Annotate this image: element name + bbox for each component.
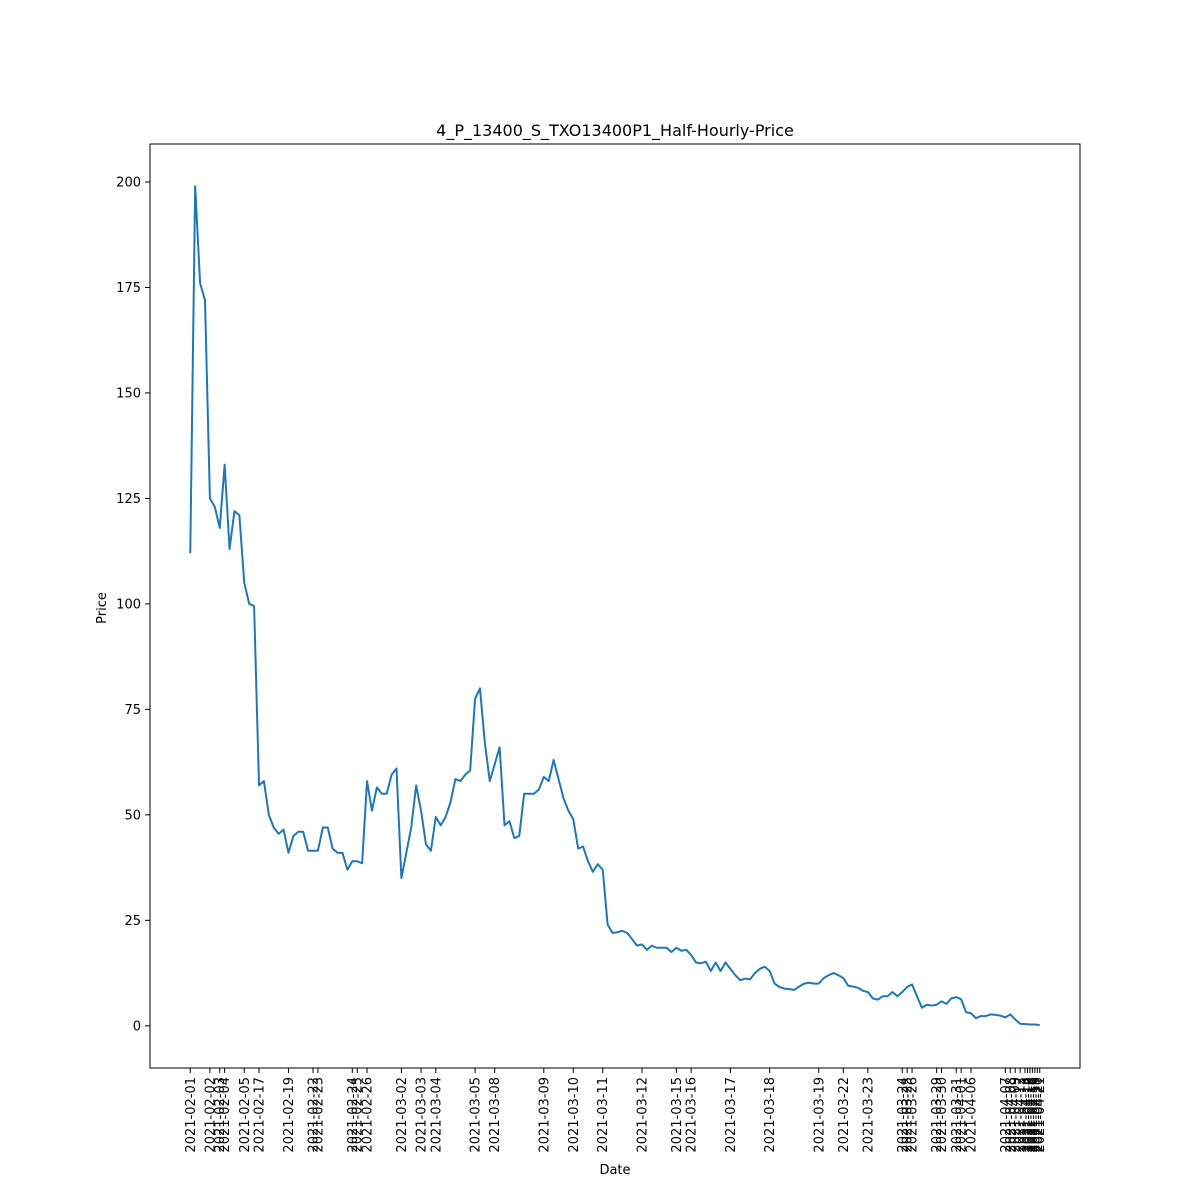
y-tick-label: 150 <box>116 386 141 401</box>
x-tick-label: 2021-02-03 <box>213 1077 228 1153</box>
y-tick-label: 25 <box>124 914 141 929</box>
x-tick-label: 2021-03-08 <box>488 1077 503 1153</box>
y-tick-label: 100 <box>116 597 141 612</box>
x-tick-label: 2021-04-14 <box>1021 1077 1036 1153</box>
y-tick-label: 75 <box>124 703 141 718</box>
x-tick-label: 2021-04-16 <box>1026 1077 1041 1153</box>
x-tick-label: 2021-04-08 <box>1004 1077 1019 1153</box>
y-tick-label: 50 <box>124 808 141 823</box>
y-tick-label: 125 <box>116 492 141 507</box>
x-tick-label: 2021-03-26 <box>906 1077 921 1153</box>
x-tick-label: 2021-02-02 <box>203 1077 218 1153</box>
x-tick-label: 2021-03-23 <box>861 1077 876 1153</box>
plot-frame <box>149 143 1081 1069</box>
x-axis-label: Date <box>599 1163 630 1178</box>
x-tick-label: 2021-04-12 <box>1014 1077 1029 1153</box>
x-tick-label: 2021-04-21 <box>1033 1077 1048 1153</box>
x-tick-label: 2021-03-05 <box>469 1077 484 1153</box>
y-tick-label: 200 <box>116 175 141 190</box>
x-tick-label: 2021-02-01 <box>184 1077 199 1153</box>
x-tick-label: 2021-03-24 <box>896 1077 911 1153</box>
x-tick-label: 2021-02-19 <box>282 1077 297 1153</box>
y-axis-label: Price <box>95 592 110 624</box>
x-tick-label: 2021-04-15 <box>1023 1077 1038 1153</box>
y-tick-label: 0 <box>133 1019 141 1034</box>
x-tick-label: 2021-04-19 <box>1028 1077 1043 1153</box>
x-tick-label: 2021-04-06 <box>964 1077 979 1153</box>
x-tick-label: 2021-03-29 <box>930 1077 945 1153</box>
x-tick-label: 2021-02-25 <box>351 1077 366 1153</box>
x-tick-label: 2021-03-16 <box>685 1077 700 1153</box>
x-tick-label: 2021-04-09 <box>1009 1077 1024 1153</box>
x-tick-label: 2021-04-20 <box>1031 1077 1046 1153</box>
x-tick-label: 2021-03-11 <box>596 1077 611 1153</box>
y-axis-ticks: 0 25 50 75 100 125 150 175 200 <box>116 175 150 1034</box>
x-tick-label: 2021-03-15 <box>670 1077 685 1153</box>
x-tick-label: 2021-03-09 <box>537 1077 552 1153</box>
chart-title: 4_P_13400_S_TXO13400P1_Half-Hourly-Price <box>436 121 794 141</box>
x-tick-label: 2021-03-22 <box>837 1077 852 1153</box>
x-tick-label: 2021-03-30 <box>935 1077 950 1153</box>
x-tick-label: 2021-03-17 <box>724 1077 739 1153</box>
x-tick-label: 2021-02-05 <box>238 1077 253 1153</box>
x-tick-label: 2021-03-25 <box>901 1077 916 1153</box>
x-tick-label: 2021-03-19 <box>812 1077 827 1153</box>
x-axis-ticks: 2021-02-01 2021-02-022021-02-032021-02-04… <box>184 1068 1048 1153</box>
x-tick-label: 2021-03-02 <box>395 1077 410 1153</box>
x-tick-label: 2021-04-07 <box>999 1077 1014 1153</box>
x-tick-label: 2021-02-04 <box>218 1077 233 1153</box>
x-tick-label: 2021-04-01 <box>955 1077 970 1153</box>
price-series-line <box>189 185 1040 1026</box>
x-tick-label: 2021-03-31 <box>950 1077 965 1153</box>
x-tick-label: 2021-02-22 <box>307 1077 322 1153</box>
x-tick-label: 2021-02-24 <box>346 1077 361 1153</box>
x-tick-label: 2021-03-10 <box>567 1077 582 1153</box>
x-tick-label: 2021-03-12 <box>636 1077 651 1153</box>
x-tick-label: 2021-02-17 <box>253 1077 268 1153</box>
x-tick-label: 2021-02-26 <box>361 1077 376 1153</box>
x-tick-label: 2021-04-13 <box>1019 1077 1034 1153</box>
x-tick-label: 2021-03-03 <box>415 1077 430 1153</box>
y-tick-label: 175 <box>116 281 141 296</box>
x-tick-label: 2021-03-18 <box>763 1077 778 1153</box>
x-tick-label: 2021-03-04 <box>429 1077 444 1153</box>
x-tick-label: 2021-02-23 <box>311 1077 326 1153</box>
